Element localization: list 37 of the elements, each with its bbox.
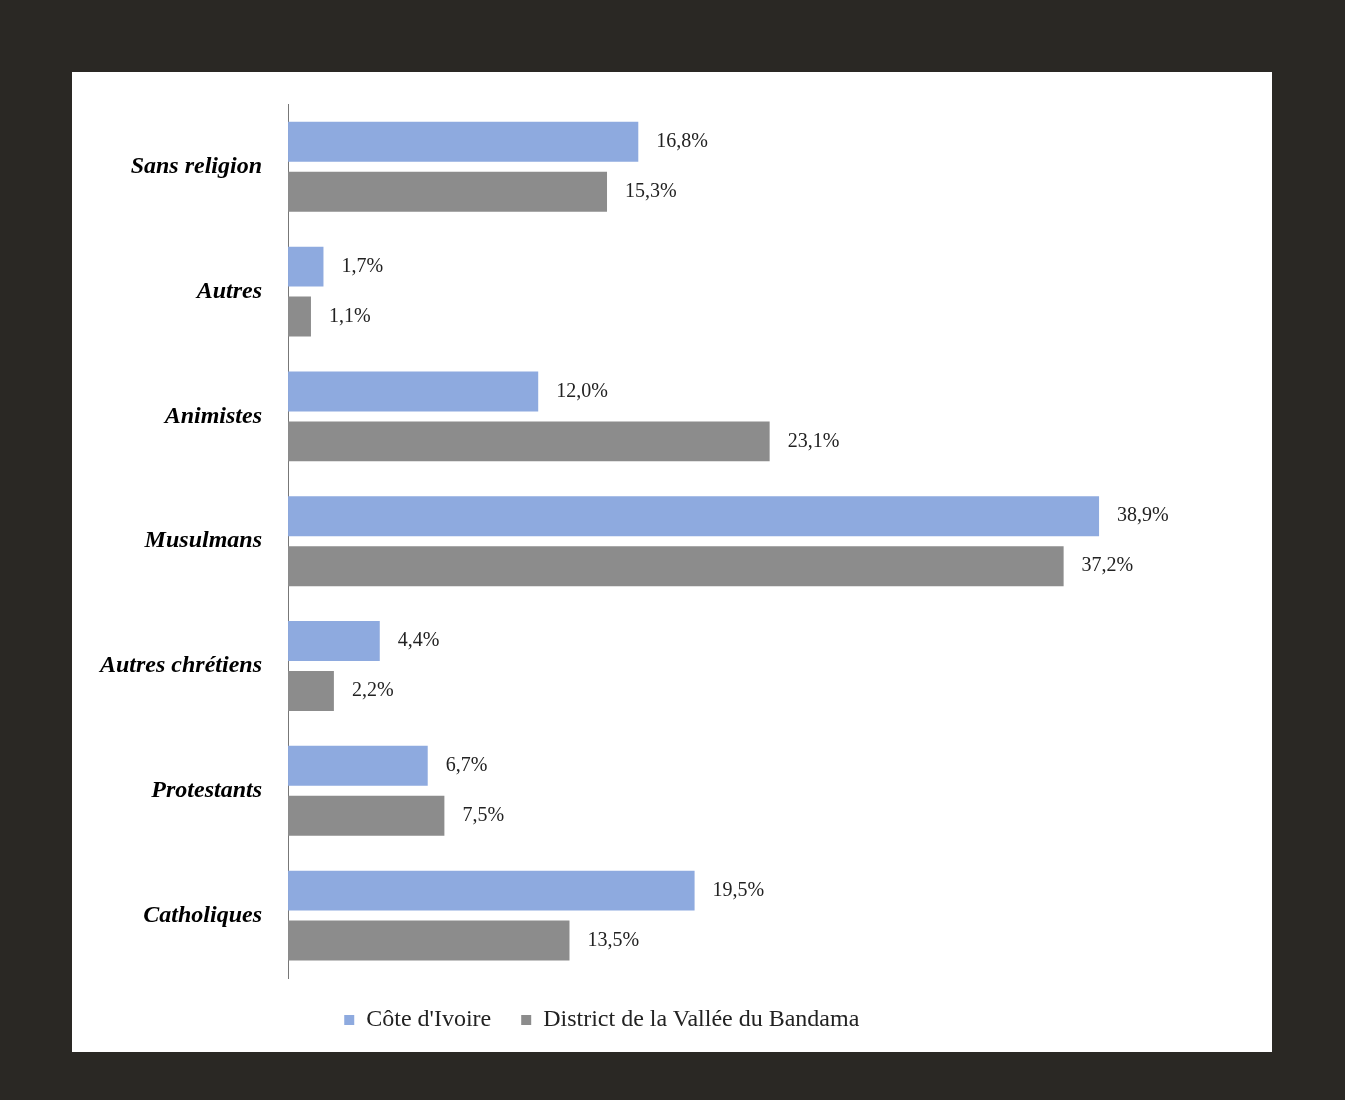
y-tick-label: Autres — [194, 276, 263, 303]
y-tick-label: Musulmans — [143, 526, 263, 553]
bar — [288, 496, 1100, 537]
bar — [288, 171, 608, 212]
y-tick-label: Catholiques — [143, 900, 263, 927]
y-tick-label: Sans religion — [130, 152, 263, 178]
bar — [288, 870, 695, 911]
y-tick-label: Autres chrétiens — [97, 651, 263, 678]
data-label: 12,0% — [556, 378, 608, 401]
y-tick-label: Protestants — [150, 776, 263, 802]
data-label: 16,8% — [656, 129, 708, 152]
data-label: 2,2% — [351, 678, 394, 701]
data-label: 15,3% — [625, 179, 677, 202]
bar — [288, 246, 324, 287]
legend-label: Côte d'Ivoire — [366, 1005, 492, 1032]
data-label: 4,4% — [397, 628, 440, 651]
bar — [288, 621, 380, 662]
bar — [288, 421, 770, 462]
bar — [288, 121, 639, 162]
legend-label: District de la Vallée du Bandama — [543, 1005, 860, 1032]
data-label: 23,1% — [787, 428, 840, 451]
bar — [288, 795, 445, 836]
data-label: 13,5% — [587, 927, 640, 950]
data-label: 1,7% — [341, 253, 384, 276]
bar — [288, 745, 428, 786]
data-label: 38,9% — [1117, 503, 1169, 526]
bar — [288, 296, 311, 337]
bar — [288, 371, 539, 412]
y-tick-label: Animistes — [162, 401, 263, 428]
bar — [288, 670, 334, 711]
bar — [288, 920, 570, 961]
bar — [288, 546, 1064, 587]
data-label: 19,5% — [712, 877, 765, 900]
data-label: 7,5% — [462, 803, 505, 826]
data-label: 6,7% — [445, 753, 488, 776]
data-label: 1,1% — [328, 303, 371, 326]
data-label: 37,2% — [1081, 553, 1134, 576]
